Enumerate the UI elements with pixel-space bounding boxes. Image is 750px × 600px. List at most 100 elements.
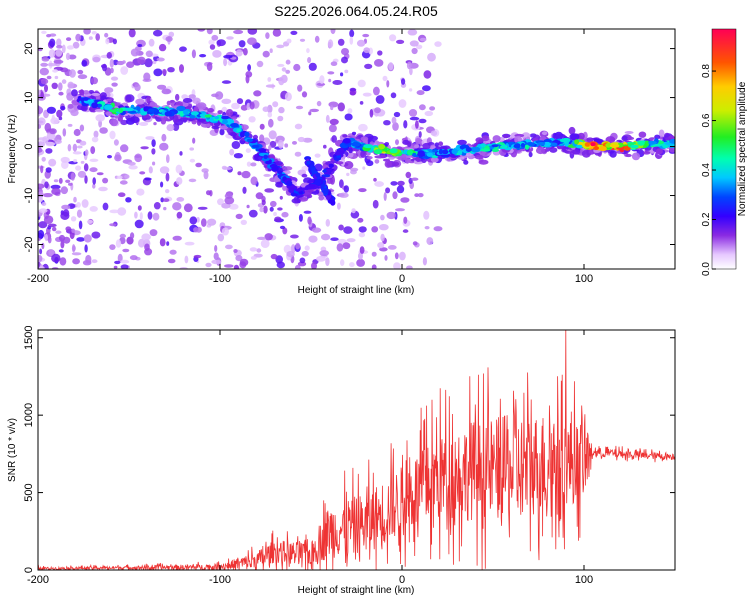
spectrogram-ridge-cell (559, 138, 568, 143)
spectrogram-noise-cell (426, 237, 434, 246)
spectrogram-noise-cell (223, 58, 228, 67)
spectrogram-ridge-cell (298, 190, 304, 195)
spectrogram-noise-cell (344, 69, 349, 74)
spectrogram-noise-cell (38, 137, 47, 141)
spectrogram-noise-cell (43, 215, 54, 224)
colorbar-tick-label: 0.0 (701, 262, 712, 276)
spectrogram-noise-cell (72, 143, 78, 152)
spectrogram-halo-cell (369, 141, 375, 146)
spectrogram-noise-cell (325, 219, 330, 227)
spectrogram-ridge-cell (514, 143, 521, 149)
snr-series-line (38, 330, 675, 570)
spectrogram-noise-cell (162, 68, 167, 76)
spectrogram-noise-cell (104, 32, 109, 38)
spectrogram-noise-cell (406, 265, 413, 269)
spectrogram-noise-cell (231, 141, 241, 149)
spectrogram-noise-cell (60, 240, 65, 249)
spectrogram-noise-cell (166, 241, 170, 246)
spectrogram-noise-cell (90, 146, 96, 155)
spectrogram-noise-cell (136, 188, 145, 196)
spectrogram-noise-cell (143, 72, 151, 81)
spectrogram-ridge-cell (442, 149, 449, 155)
spectrogram-halo-cell (492, 135, 501, 143)
spectrogram-noise-cell (419, 37, 427, 42)
spectrogram-noise-cell (73, 196, 77, 203)
spectrogram-noise-cell (246, 161, 252, 167)
spectrogram-halo-cell (191, 120, 197, 125)
spectrogram-noise-cell (409, 67, 413, 76)
spectrogram-noise-cell (119, 233, 127, 239)
spectrogram-noise-cell (197, 29, 205, 32)
spectrogram-noise-cell (411, 47, 418, 55)
spectrogram-ridge-cell (574, 139, 580, 145)
spectrogram-ridge-cell (83, 97, 89, 101)
spectrogram-halo-cell (407, 141, 412, 147)
spectrogram-halo-cell (605, 136, 616, 144)
spectrogram-halo-cell (219, 125, 229, 130)
spectrogram-noise-cell (175, 93, 180, 101)
spectrogram-ridge-cell (480, 143, 486, 148)
spectrogram-noise-cell (160, 197, 164, 203)
spectrogram-halo-cell (207, 108, 215, 113)
spectrogram-noise-cell (304, 245, 310, 251)
spectrogram-noise-cell (424, 226, 430, 230)
spectrogram-ridge-cell (451, 148, 458, 155)
spectrogram-ridge-cell (351, 141, 361, 147)
spectrogram-noise-cell (276, 44, 285, 49)
spectrogram-ridge-cell (153, 111, 159, 115)
spectrogram-halo-cell (625, 153, 632, 158)
spectrogram-noise-cell (290, 30, 298, 35)
spectrogram-noise-cell (356, 258, 365, 267)
spectrogram-noise-cell (419, 104, 426, 111)
spectrogram-ridge-cell (614, 142, 619, 146)
spectrogram-noise-cell (221, 98, 232, 105)
spectrogram-noise-cell (209, 44, 216, 50)
spectrogram-noise-cell (308, 235, 318, 243)
spectrogram-noise-cell (250, 176, 258, 186)
spectrogram-noise-cell (235, 255, 243, 262)
spectrogram-noise-cell (91, 136, 99, 143)
spectrogram-noise-cell (58, 249, 64, 253)
spectrogram-halo-cell (415, 137, 422, 145)
spectrogram-noise-cell (239, 258, 249, 267)
spectrogram-ridge-cell (230, 123, 239, 128)
spectrogram-noise-cell (98, 119, 102, 128)
spectrogram-halo-cell (475, 137, 484, 143)
spectrogram-noise-cell (54, 75, 59, 80)
spectrogram-noise-cell (331, 135, 338, 143)
spectrogram-halo-cell (91, 92, 100, 96)
spectrogram-ridge-cell (669, 138, 675, 144)
spectrogram-noise-cell (86, 219, 93, 224)
spectrogram-halo-cell (303, 177, 313, 185)
spectrogram-noise-cell (402, 229, 409, 233)
spectrogram-halo-cell (179, 117, 190, 121)
spectrogram-noise-cell (408, 88, 413, 92)
spectrogram-noise-cell (79, 124, 85, 132)
spectrogram-noise-cell (371, 264, 377, 269)
spectrogram-halo-cell (71, 89, 78, 97)
spectrogram-noise-cell (262, 50, 270, 58)
spectrogram-noise-cell (46, 106, 57, 114)
spectrogram-noise-cell (160, 181, 164, 188)
spectrogram-noise-cell (346, 238, 356, 243)
spectrogram-ridge-cell (524, 144, 530, 150)
spectrogram-halo-cell (348, 147, 353, 154)
spectrogram-noise-cell (38, 255, 43, 262)
spectrogram-noise-cell (416, 90, 425, 96)
spectrogram-noise-cell (292, 141, 297, 145)
spectrogram-noise-cell (245, 74, 250, 84)
spectrogram-noise-cell (65, 52, 71, 61)
spectrogram-noise-cell (417, 193, 424, 198)
spectrogram-noise-cell (371, 226, 379, 233)
spectrogram-ridge-cell (470, 146, 481, 153)
spectrogram-noise-cell (71, 244, 76, 253)
spectrogram-noise-cell (325, 257, 330, 266)
spectrogram-halo-cell (665, 137, 670, 141)
spectrogram-ridge-cell (91, 102, 98, 109)
spectrogram-noise-cell (248, 116, 256, 123)
spectrogram-noise-cell (290, 244, 296, 254)
spectrogram-noise-cell (349, 262, 355, 268)
spectrogram-noise-cell (364, 63, 373, 69)
spectrogram-noise-cell (165, 189, 170, 194)
spectrogram-noise-cell (75, 165, 82, 171)
